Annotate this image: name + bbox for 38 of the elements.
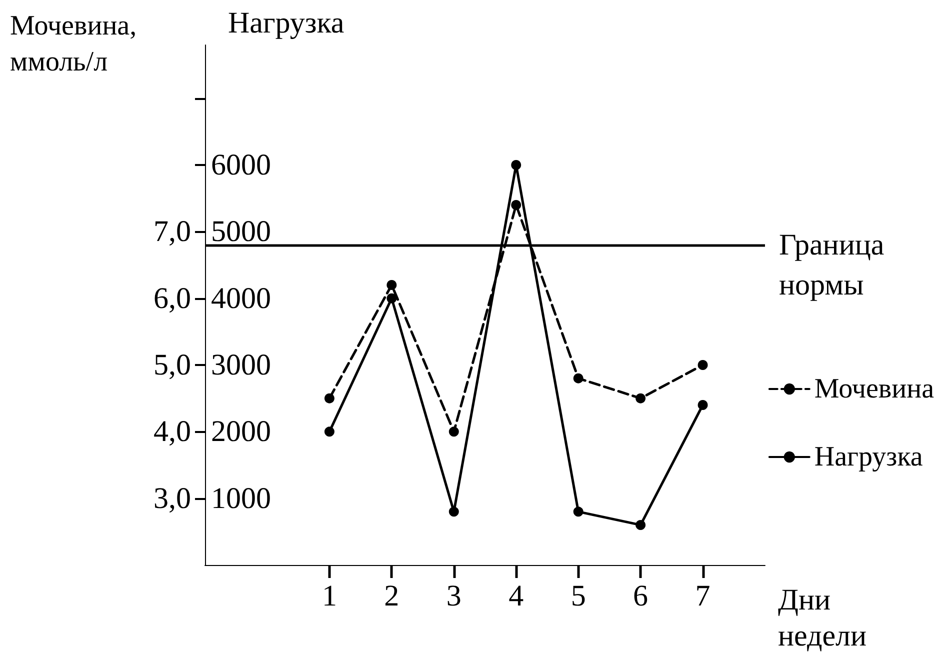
point bbox=[324, 426, 334, 437]
y-axis-title: Нагрузка bbox=[228, 6, 344, 40]
y-tick-label: 4000 bbox=[211, 282, 271, 315]
x-tick-label: 2 bbox=[384, 580, 400, 612]
point bbox=[698, 400, 708, 410]
point bbox=[386, 280, 397, 290]
y2-tick-label: 7,0 bbox=[154, 215, 191, 248]
x-tick-label: 4 bbox=[508, 580, 524, 612]
legend-label: Нагрузка bbox=[814, 442, 924, 472]
point bbox=[448, 426, 459, 437]
point bbox=[324, 393, 334, 404]
point bbox=[636, 520, 646, 530]
legend-label: Мочевина bbox=[814, 374, 935, 404]
y2-axis-title: Мочевина, ммоль/л bbox=[10, 10, 137, 78]
y2-tick-label: 6,0 bbox=[154, 282, 191, 315]
point bbox=[448, 506, 459, 517]
point bbox=[636, 393, 646, 404]
x-tick-label: 3 bbox=[446, 580, 462, 612]
y-tick-label: 1000 bbox=[211, 482, 271, 515]
x-tick-label: 5 bbox=[570, 580, 586, 612]
point bbox=[511, 160, 522, 170]
y-tick-label: 5000 bbox=[211, 215, 271, 248]
ref-line-label: Граница нормы bbox=[779, 228, 884, 302]
x-tick-label: 7 bbox=[695, 580, 710, 612]
x-tick-label: 1 bbox=[322, 580, 337, 612]
y2-tick-label: 5,0 bbox=[154, 348, 191, 382]
x-tick-label: 6 bbox=[633, 580, 648, 612]
y2-tick-label: 4,0 bbox=[154, 415, 191, 448]
point bbox=[698, 360, 708, 370]
x-axis-title: Дни недели bbox=[778, 584, 867, 652]
y-tick-label: 2000 bbox=[211, 415, 271, 448]
point bbox=[386, 293, 397, 304]
y-tick-label: 6000 bbox=[211, 148, 271, 182]
y-tick-label: 3000 bbox=[211, 348, 271, 382]
y2-tick-label: 3,0 bbox=[154, 482, 191, 515]
point bbox=[573, 373, 584, 384]
point bbox=[573, 506, 584, 517]
point bbox=[511, 200, 522, 210]
